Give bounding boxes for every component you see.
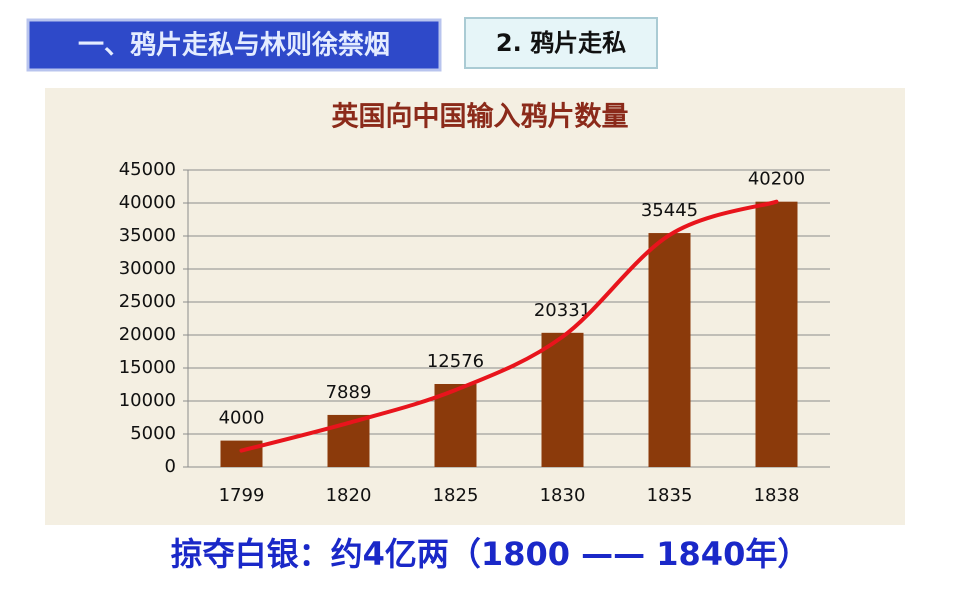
caption: 掠夺白银：约4亿两（1800 —— 1840年） bbox=[171, 535, 810, 573]
y-tick-label: 30000 bbox=[119, 258, 176, 279]
chart-title: 英国向中国输入鸦片数量 bbox=[332, 101, 629, 133]
value-label: 4000 bbox=[219, 408, 265, 429]
bar bbox=[220, 440, 263, 467]
value-label: 35445 bbox=[641, 200, 698, 221]
trend-line bbox=[239, 199, 779, 453]
x-tick-label: 1820 bbox=[326, 485, 372, 506]
y-tick-label: 40000 bbox=[119, 192, 176, 213]
value-label: 7889 bbox=[326, 382, 372, 403]
value-label: 12576 bbox=[427, 351, 484, 372]
bar bbox=[755, 201, 798, 467]
bar bbox=[434, 383, 477, 467]
value-label: 40200 bbox=[748, 169, 805, 190]
y-tick-label: 25000 bbox=[119, 291, 176, 312]
y-tick-label: 5000 bbox=[130, 423, 176, 444]
section-banner bbox=[26, 18, 442, 72]
subsection-box bbox=[464, 17, 658, 69]
bar bbox=[648, 233, 691, 467]
y-tick-label: 45000 bbox=[119, 159, 176, 180]
y-tick-label: 20000 bbox=[119, 324, 176, 345]
y-tick-label: 15000 bbox=[119, 357, 176, 378]
x-tick-label: 1830 bbox=[540, 485, 586, 506]
x-tick-label: 1825 bbox=[433, 485, 479, 506]
bar bbox=[541, 332, 584, 467]
y-tick-label: 35000 bbox=[119, 225, 176, 246]
value-label: 20331 bbox=[534, 300, 591, 321]
y-tick-label: 0 bbox=[165, 456, 176, 477]
section-title: 一、鸦片走私与林则徐禁烟 bbox=[78, 30, 390, 61]
x-tick-label: 1835 bbox=[647, 485, 693, 506]
x-tick-label: 1799 bbox=[219, 485, 265, 506]
y-tick-label: 10000 bbox=[119, 390, 176, 411]
x-tick-label: 1838 bbox=[754, 485, 800, 506]
subsection-title: 2. 鸦片走私 bbox=[496, 29, 626, 57]
